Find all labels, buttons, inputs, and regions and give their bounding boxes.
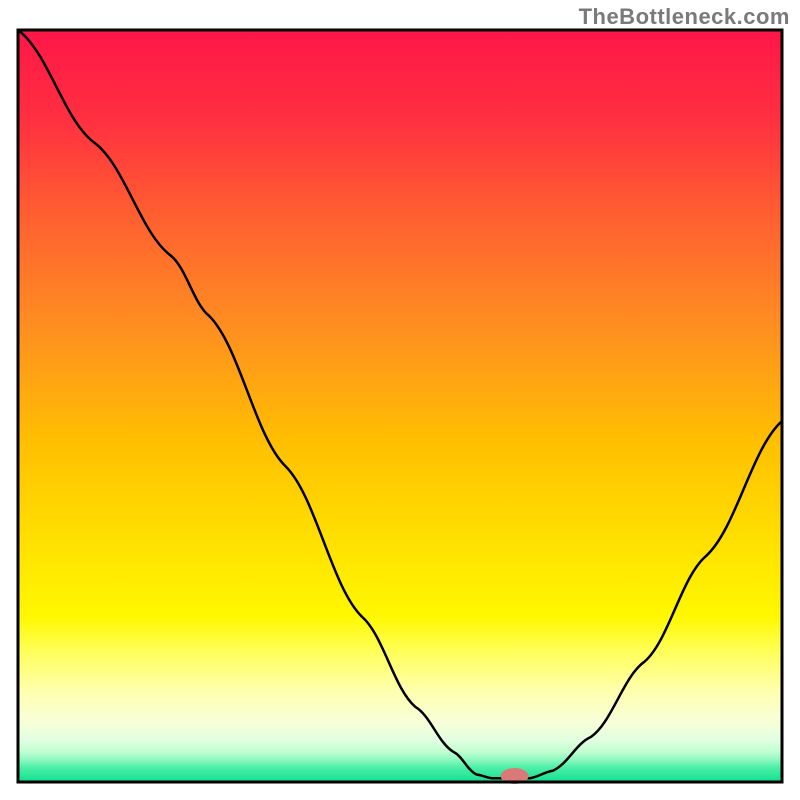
plot-background xyxy=(18,30,782,782)
watermark-text: TheBottleneck.com xyxy=(579,4,790,30)
bottleneck-chart xyxy=(0,0,800,800)
chart-container: TheBottleneck.com xyxy=(0,0,800,800)
